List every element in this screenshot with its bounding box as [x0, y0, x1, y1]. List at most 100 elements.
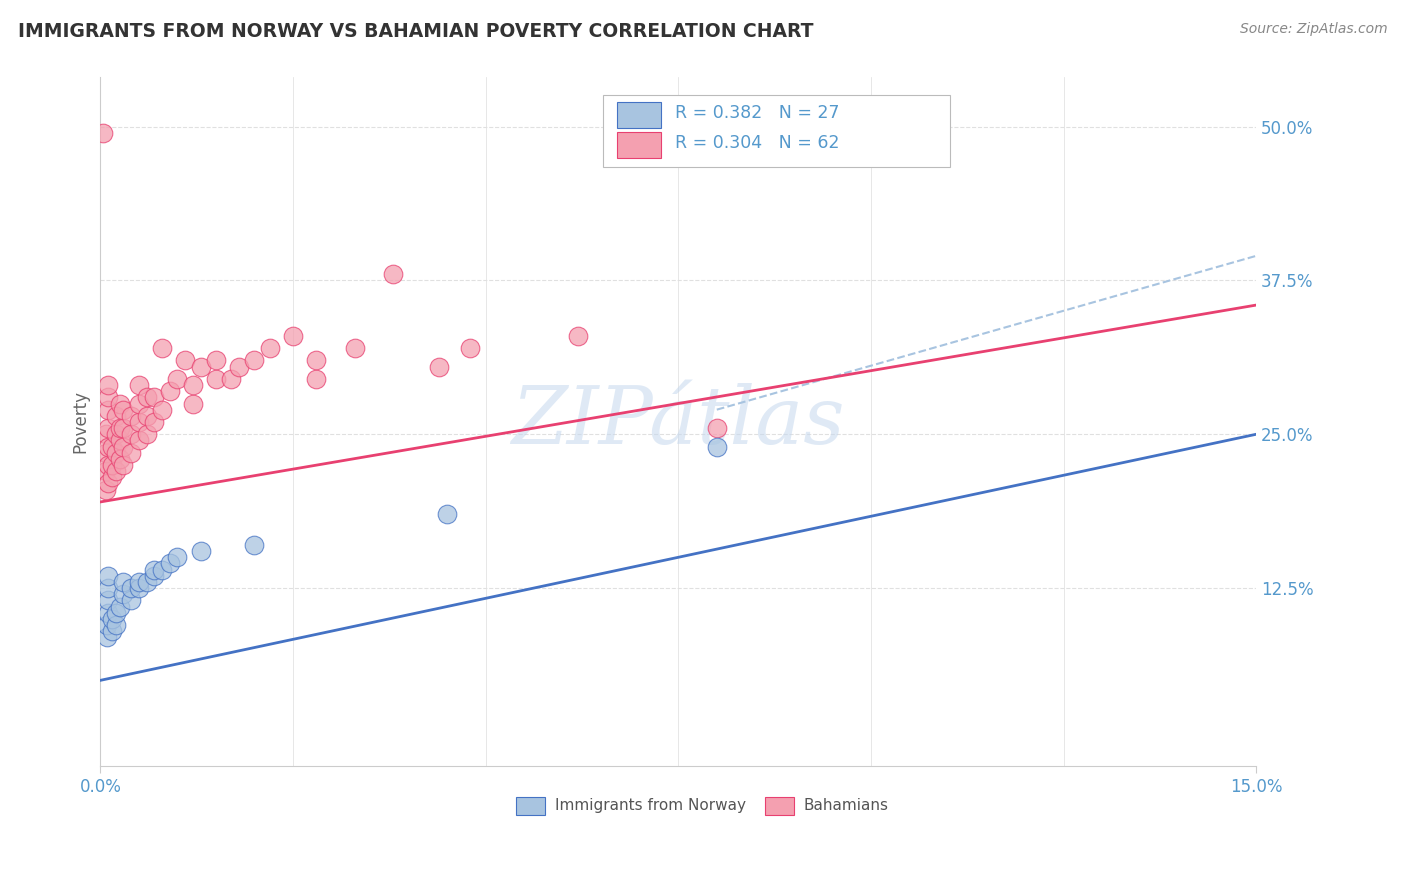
- Point: [706, 440, 728, 454]
- Point: [120, 446, 142, 460]
- Point: [94, 446, 117, 460]
- Point: [150, 341, 173, 355]
- Point: [112, 587, 135, 601]
- Point: [120, 593, 142, 607]
- Point: [91, 126, 114, 140]
- Point: [97, 458, 120, 472]
- Point: [96, 618, 118, 632]
- Point: [143, 390, 166, 404]
- Point: [108, 421, 131, 435]
- Point: [382, 268, 405, 282]
- Point: [259, 341, 281, 355]
- Point: [97, 390, 120, 404]
- Point: [101, 470, 124, 484]
- Point: [101, 612, 124, 626]
- Point: [436, 508, 458, 522]
- Point: [706, 421, 728, 435]
- Point: [94, 427, 117, 442]
- Point: [97, 593, 120, 607]
- Point: [305, 372, 328, 386]
- Text: Immigrants from Norway: Immigrants from Norway: [554, 798, 745, 814]
- Point: [128, 378, 150, 392]
- Point: [101, 624, 124, 639]
- Point: [221, 372, 243, 386]
- Point: [97, 402, 120, 417]
- Point: [190, 544, 212, 558]
- Point: [128, 574, 150, 589]
- Point: [112, 574, 135, 589]
- Point: [97, 440, 120, 454]
- Point: [104, 409, 127, 423]
- Point: [150, 402, 173, 417]
- Text: IMMIGRANTS FROM NORWAY VS BAHAMIAN POVERTY CORRELATION CHART: IMMIGRANTS FROM NORWAY VS BAHAMIAN POVER…: [18, 22, 814, 41]
- Point: [159, 384, 181, 399]
- Point: [112, 421, 135, 435]
- Text: R = 0.304   N = 62: R = 0.304 N = 62: [675, 134, 839, 152]
- Point: [228, 359, 250, 374]
- Point: [143, 563, 166, 577]
- Point: [101, 440, 124, 454]
- Point: [128, 396, 150, 410]
- FancyBboxPatch shape: [617, 132, 661, 158]
- Point: [243, 538, 266, 552]
- Point: [128, 581, 150, 595]
- Point: [104, 446, 127, 460]
- Point: [104, 427, 127, 442]
- Point: [108, 451, 131, 466]
- Point: [243, 353, 266, 368]
- Point: [159, 557, 181, 571]
- Point: [97, 378, 120, 392]
- Point: [281, 328, 304, 343]
- Point: [150, 563, 173, 577]
- Point: [112, 458, 135, 472]
- FancyBboxPatch shape: [765, 797, 794, 814]
- Point: [458, 341, 481, 355]
- FancyBboxPatch shape: [516, 797, 546, 814]
- Point: [135, 427, 157, 442]
- Point: [96, 630, 118, 644]
- Point: [97, 476, 120, 491]
- FancyBboxPatch shape: [603, 95, 950, 167]
- Point: [135, 574, 157, 589]
- Point: [181, 396, 204, 410]
- Point: [104, 464, 127, 478]
- Point: [108, 396, 131, 410]
- Point: [120, 427, 142, 442]
- Point: [97, 606, 120, 620]
- Point: [174, 353, 197, 368]
- Point: [343, 341, 366, 355]
- Point: [120, 581, 142, 595]
- FancyBboxPatch shape: [617, 102, 661, 128]
- Point: [205, 353, 228, 368]
- Point: [97, 421, 120, 435]
- Point: [143, 415, 166, 429]
- Point: [108, 599, 131, 614]
- Point: [94, 464, 117, 478]
- Text: ZIPátlas: ZIPátlas: [512, 384, 845, 460]
- Point: [94, 483, 117, 497]
- Point: [190, 359, 212, 374]
- Text: Source: ZipAtlas.com: Source: ZipAtlas.com: [1240, 22, 1388, 37]
- Point: [112, 440, 135, 454]
- Point: [128, 434, 150, 448]
- Point: [166, 550, 188, 565]
- Point: [166, 372, 188, 386]
- Point: [135, 390, 157, 404]
- Text: Bahamians: Bahamians: [803, 798, 889, 814]
- Point: [567, 328, 589, 343]
- Point: [104, 606, 127, 620]
- Point: [181, 378, 204, 392]
- Point: [128, 415, 150, 429]
- Point: [205, 372, 228, 386]
- Y-axis label: Poverty: Poverty: [72, 391, 89, 453]
- Point: [305, 353, 328, 368]
- Text: R = 0.382   N = 27: R = 0.382 N = 27: [675, 103, 839, 121]
- Point: [120, 409, 142, 423]
- Point: [108, 434, 131, 448]
- Point: [101, 458, 124, 472]
- Point: [135, 409, 157, 423]
- Point: [429, 359, 451, 374]
- Point: [97, 581, 120, 595]
- Point: [143, 568, 166, 582]
- Point: [104, 618, 127, 632]
